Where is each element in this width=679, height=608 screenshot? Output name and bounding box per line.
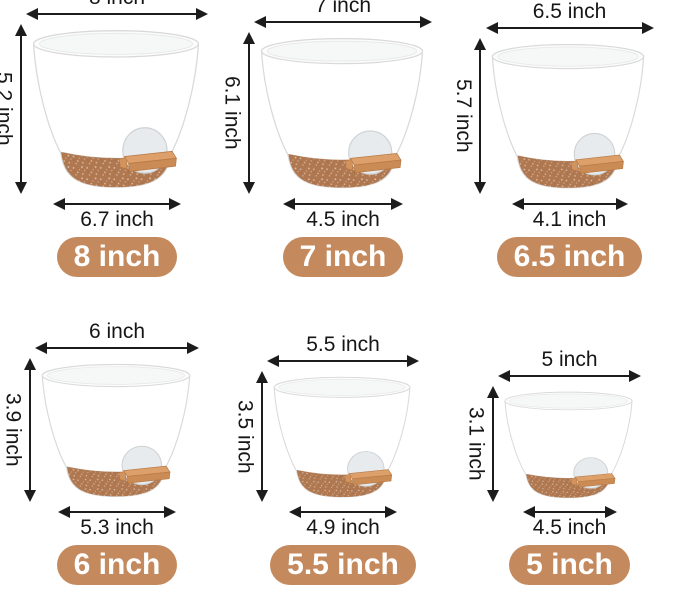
pot-and-height: 6.1 inch <box>221 32 425 195</box>
top-width-arrow <box>254 16 432 28</box>
height-dimension: 3.9 inch <box>1 358 36 502</box>
pot-figure-6-5-inch: 6.5 inch 5.7 inch 4.1 inch 6.5 inch <box>452 0 654 284</box>
height-arrow <box>255 371 268 502</box>
pot-image <box>491 43 645 189</box>
pot-image <box>503 391 633 499</box>
pot-figure-6-inch: 6 inch 3.9 inch 5.3 inch 6 inch <box>2 316 199 592</box>
top-width-arrow <box>485 22 654 34</box>
height-arrow <box>14 24 27 194</box>
height-label: 5.7 inch <box>452 79 475 153</box>
height-dimension: 3.1 inch <box>464 386 499 502</box>
bottom-width-label: 6.7 inch <box>80 208 154 231</box>
bottom-width-arrow <box>283 198 403 210</box>
pot-image <box>41 363 190 497</box>
size-badge: 6 inch <box>56 545 178 585</box>
bottom-width-dimension: 4.5 inch <box>522 506 617 540</box>
bottom-width-label: 5.3 inch <box>80 516 154 539</box>
top-width-dimension: 7 inch <box>254 0 432 28</box>
bottom-width-dimension: 6.7 inch <box>53 198 181 232</box>
height-label: 6.1 inch <box>220 76 244 150</box>
height-dimension: 6.1 inch <box>220 32 255 194</box>
top-width-dimension: 5.5 inch <box>267 333 419 367</box>
top-width-label: 6 inch <box>88 320 146 343</box>
top-width-arrow <box>35 342 199 354</box>
bottom-width-dimension: 4.5 inch <box>283 198 403 232</box>
height-arrow <box>486 386 499 502</box>
size-badge: 6.5 inch <box>496 237 643 277</box>
top-width-dimension: 5 inch <box>498 348 641 382</box>
top-width-dimension: 8 inch <box>26 0 208 20</box>
pot-and-height: 5.7 inch <box>452 38 646 195</box>
pot-and-height: 5.2 inch <box>0 24 201 195</box>
height-dimension: 5.7 inch <box>451 38 486 194</box>
pot-figure-5-5-inch: 5.5 inch 3.5 inch 4.9 inch 5.5 inch <box>234 316 419 592</box>
height-dimension: 3.5 inch <box>233 371 268 502</box>
pot-image <box>273 376 410 498</box>
bottom-width-label: 4.9 inch <box>306 516 380 539</box>
top-width-arrow <box>267 355 419 367</box>
bottom-width-arrow <box>511 198 628 210</box>
bottom-width-label: 4.5 inch <box>532 516 607 539</box>
size-badge: 5 inch <box>509 545 630 585</box>
height-arrow <box>23 358 36 502</box>
bottom-width-label: 4.1 inch <box>532 208 607 231</box>
size-badge: 7 inch <box>282 237 404 277</box>
pot-and-height: 3.5 inch <box>234 371 412 503</box>
pot-image <box>32 30 199 188</box>
top-width-dimension: 6.5 inch <box>485 0 654 34</box>
height-label: 3.9 inch <box>1 393 25 467</box>
size-badge: 5.5 inch <box>270 545 416 585</box>
bottom-width-dimension: 4.9 inch <box>289 506 397 540</box>
top-width-label: 7 inch <box>314 0 372 17</box>
bottom-width-arrow <box>53 198 181 210</box>
pot-and-height: 3.1 inch <box>465 386 634 503</box>
top-width-label: 8 inch <box>89 0 145 10</box>
height-label: 3.1 inch <box>464 407 488 481</box>
top-width-label: 5.5 inch <box>306 333 380 356</box>
top-width-label: 5 inch <box>541 348 598 371</box>
bottom-width-dimension: 4.1 inch <box>511 198 628 232</box>
bottom-width-label: 4.5 inch <box>306 208 380 231</box>
bottom-width-dimension: 5.3 inch <box>58 506 176 540</box>
pot-figure-8-inch: 8 inch 5.2 inch 6.7 inch 8 inch <box>0 0 208 284</box>
top-width-dimension: 6 inch <box>35 320 199 354</box>
top-width-label: 6.5 inch <box>532 0 607 23</box>
height-dimension: 5.2 inch <box>0 24 27 194</box>
pot-figure-5-inch: 5 inch 3.1 inch 4.5 inch 5 inch <box>465 316 641 592</box>
bottom-width-arrow <box>522 506 617 518</box>
top-width-arrow <box>26 8 208 20</box>
top-width-arrow <box>498 370 641 382</box>
bottom-width-arrow <box>58 506 176 518</box>
bottom-width-arrow <box>289 506 397 518</box>
pot-and-height: 3.9 inch <box>2 358 192 503</box>
height-arrow <box>242 32 255 194</box>
pot-figure-7-inch: 7 inch 6.1 inch 4.5 inch 7 inch <box>221 0 432 284</box>
pot-image <box>260 38 423 189</box>
height-label: 3.5 inch <box>233 399 257 474</box>
size-badge: 8 inch <box>56 237 178 277</box>
height-label: 5.2 inch <box>0 72 16 146</box>
height-arrow <box>474 38 486 194</box>
